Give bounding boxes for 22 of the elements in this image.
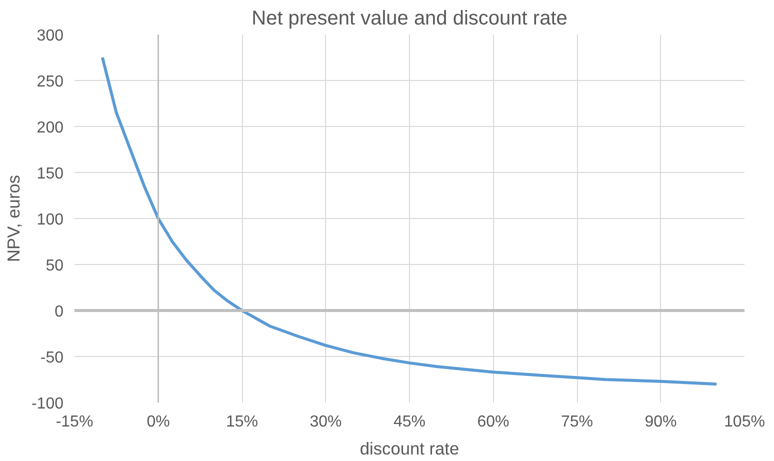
x-tick-label: 105% [724,414,765,430]
y-tick-label: 200 [36,120,64,136]
y-axis-title: NPV, euros [3,174,24,262]
x-tick-label: 0% [146,414,170,430]
y-tick-label: 250 [36,74,64,90]
y-tick-label: -50 [40,350,64,366]
x-axis-title: discount rate [360,438,460,458]
x-tick-label: 30% [310,414,342,430]
line-series [100,56,718,386]
y-tick-label: 50 [46,258,64,274]
y-tick-label: -100 [31,396,64,412]
x-tick-label: 15% [226,414,258,430]
y-tick-label: 0 [54,304,64,320]
chart-title: Net present value and discount rate [252,8,568,30]
x-tick-label: 45% [393,414,426,430]
x-tick-label: 75% [560,414,594,430]
y-tick-label: 300 [36,28,64,44]
y-tick-label: 150 [36,166,64,182]
x-tick-label: -15% [56,414,94,430]
y-tick-label: 100 [36,212,64,228]
x-tick-label: 60% [477,414,510,430]
x-tick-label: 90% [644,414,677,430]
